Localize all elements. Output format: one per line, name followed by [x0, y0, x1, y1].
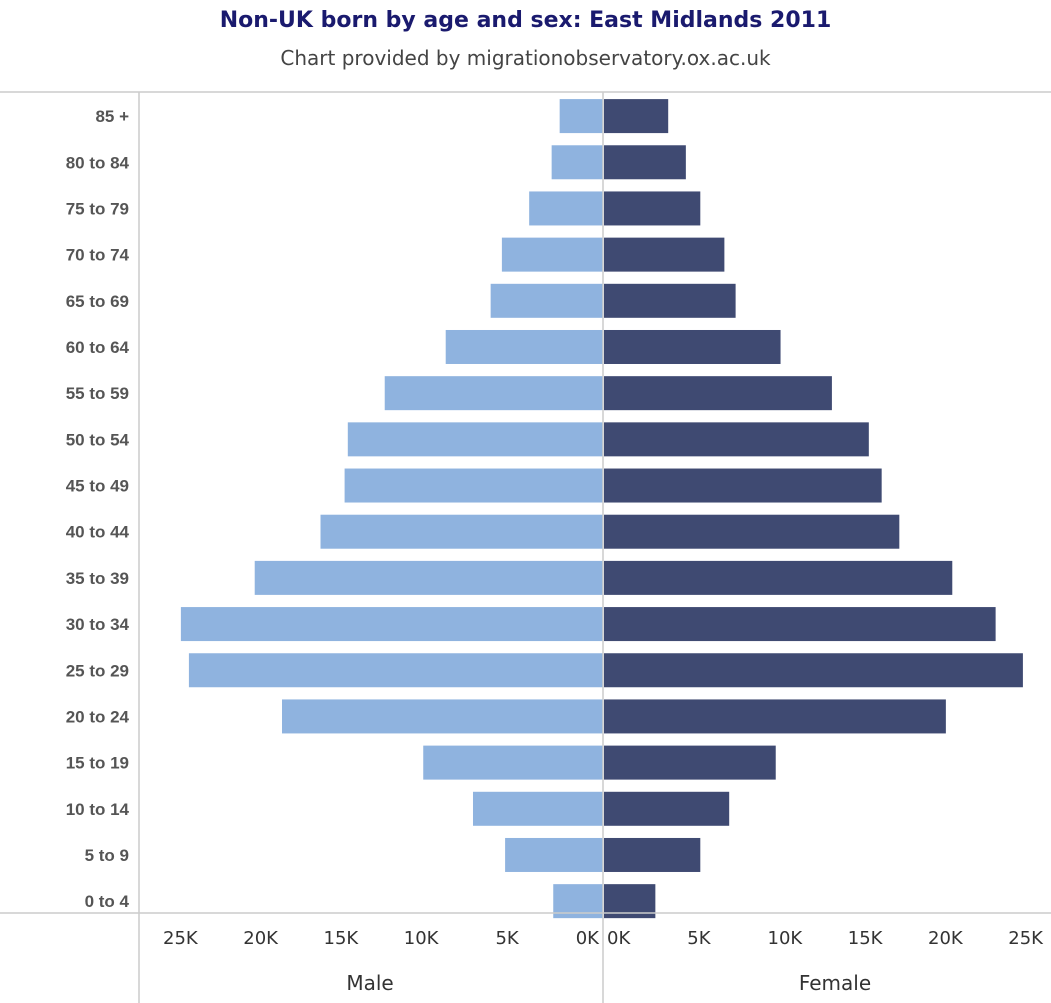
male-bar	[501, 237, 603, 272]
male-bar	[320, 514, 603, 549]
age-label: 5 to 9	[85, 846, 129, 865]
female-bar	[604, 237, 725, 272]
female-axis-title: Female	[799, 971, 871, 995]
age-label: 35 to 39	[66, 569, 129, 588]
female-tick-label: 15K	[848, 928, 884, 949]
male-tick-label: 15K	[324, 928, 360, 949]
male-tick-label: 20K	[243, 928, 279, 949]
female-tick-label: 0K	[607, 928, 631, 949]
age-label: 0 to 4	[85, 892, 130, 911]
female-bar	[604, 607, 996, 642]
male-bar	[344, 468, 603, 503]
age-label: 75 to 79	[66, 199, 129, 218]
female-bar	[604, 791, 730, 826]
female-bar	[604, 745, 776, 780]
male-tick-label: 25K	[163, 928, 199, 949]
male-bar	[472, 791, 603, 826]
female-tick-label: 20K	[928, 928, 964, 949]
female-bar	[604, 191, 701, 226]
age-label: 20 to 24	[66, 707, 130, 726]
male-axis-title: Male	[346, 971, 393, 995]
male-bar	[384, 376, 603, 411]
male-tick-label: 10K	[404, 928, 440, 949]
age-label: 15 to 19	[66, 754, 129, 773]
male-bar	[180, 607, 603, 642]
chart-title: Non-UK born by age and sex: East Midland…	[219, 8, 832, 33]
female-tick-label: 25K	[1008, 928, 1044, 949]
age-label: 55 to 59	[66, 384, 129, 403]
female-bars	[604, 99, 1023, 919]
male-tick-label: 5K	[495, 928, 519, 949]
female-bar	[604, 99, 669, 134]
age-label: 80 to 84	[66, 153, 130, 172]
tick-labels: 0K 0K 5K 5K 10K 10K 15K 15K 20K 20K 25K 25K	[163, 928, 1044, 949]
age-label: 60 to 64	[66, 338, 130, 357]
female-bar	[604, 422, 869, 457]
male-bars	[180, 99, 603, 919]
age-labels: 85 + 80 to 84 75 to 79 70 to 74 65 to 69 60 t…	[66, 107, 130, 911]
age-label: 50 to 54	[66, 430, 130, 449]
male-bar	[445, 329, 603, 364]
age-label: 70 to 74	[66, 246, 130, 265]
age-label: 40 to 44	[66, 523, 130, 542]
female-bar	[604, 283, 736, 318]
male-bar	[423, 745, 603, 780]
male-bar	[505, 837, 603, 872]
female-bar	[604, 376, 832, 411]
age-label: 85 +	[95, 107, 129, 126]
female-bar	[604, 699, 946, 734]
female-bar	[604, 653, 1023, 688]
male-tick-label: 0K	[576, 928, 600, 949]
axis-lines	[0, 91, 1051, 1003]
female-tick-label: 10K	[768, 928, 804, 949]
chart-subtitle: Chart provided by migrationobservatory.o…	[280, 46, 771, 70]
age-label: 10 to 14	[66, 800, 130, 819]
male-bar	[559, 99, 603, 134]
female-bar	[604, 514, 900, 549]
female-bar	[604, 560, 953, 595]
age-label: 30 to 34	[66, 615, 130, 634]
male-bar	[490, 283, 603, 318]
age-label: 25 to 29	[66, 661, 129, 680]
female-tick-label: 5K	[687, 928, 711, 949]
male-bar	[347, 422, 603, 457]
female-bar	[604, 329, 781, 364]
age-label: 45 to 49	[66, 477, 129, 496]
male-bar	[529, 191, 603, 226]
age-label: 65 to 69	[66, 292, 129, 311]
male-bar	[188, 653, 603, 688]
male-bar	[551, 145, 603, 180]
female-bar	[604, 145, 686, 180]
male-bar	[282, 699, 603, 734]
female-bar	[604, 837, 701, 872]
male-bar	[254, 560, 603, 595]
female-bar	[604, 468, 882, 503]
